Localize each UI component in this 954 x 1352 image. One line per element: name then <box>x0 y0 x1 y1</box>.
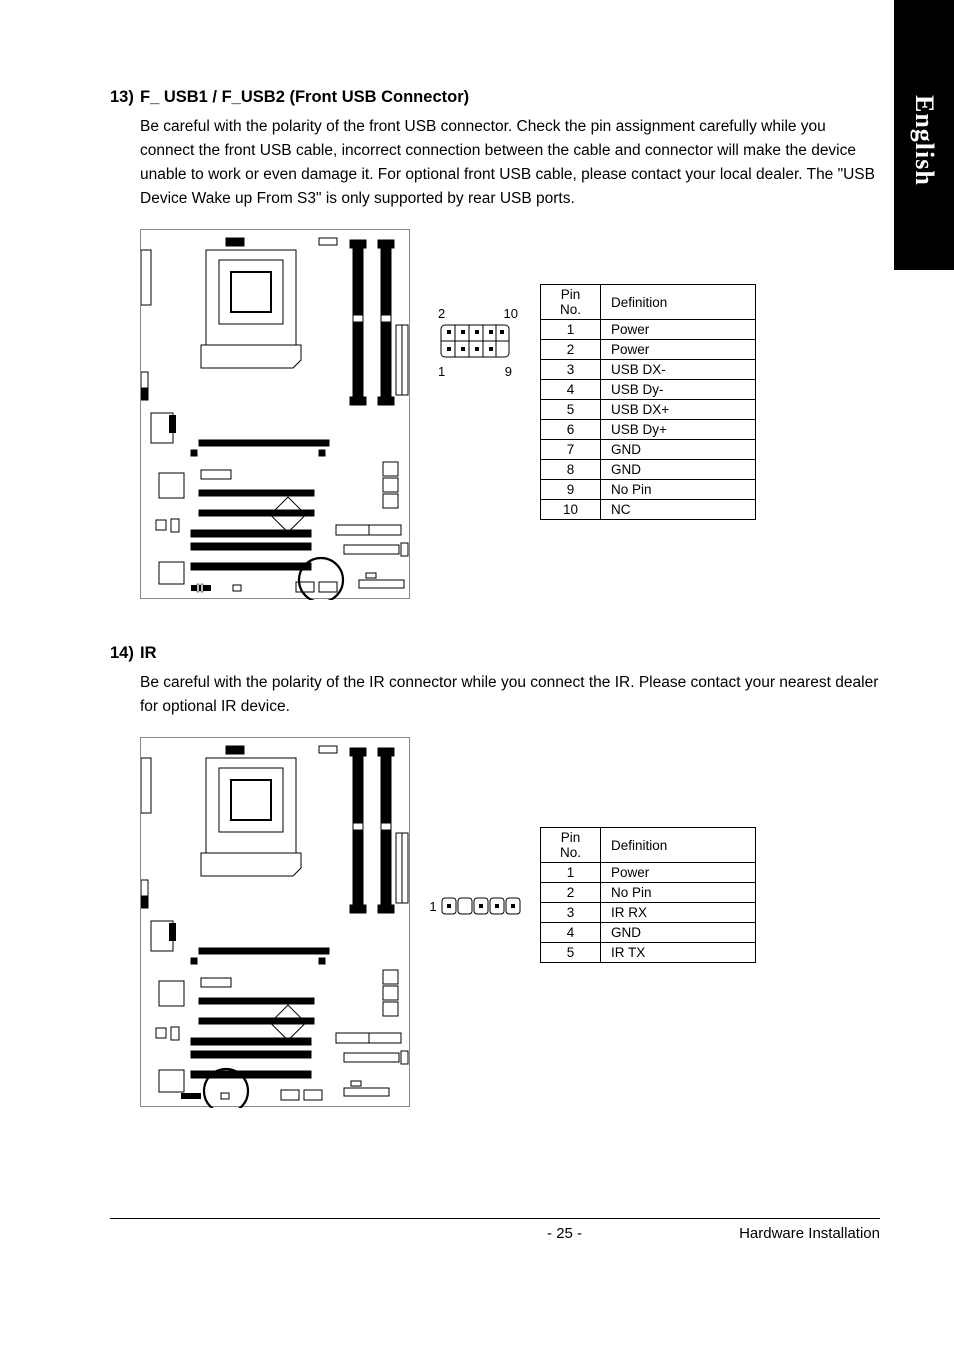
page-number: - 25 - <box>547 1225 582 1242</box>
usb-pin-table: Pin No. Definition 1Power2Power3USB DX-4… <box>540 284 756 520</box>
ir-pin-label-1: 1 <box>429 899 436 914</box>
table-cell: 7 <box>541 440 601 460</box>
table-row: 6USB Dy+ <box>541 420 756 440</box>
table-cell: IR RX <box>601 903 756 923</box>
table-row: 3IR RX <box>541 903 756 923</box>
table-cell: NC <box>601 500 756 520</box>
table-cell: 2 <box>541 883 601 903</box>
section-14-number: 14) <box>110 644 140 663</box>
usb-pin-label-2: 2 <box>438 306 445 321</box>
table-cell: 6 <box>541 420 601 440</box>
section-14-figure-row: 1 Pin No. Definition 1Power2No Pin3IR RX… <box>140 737 880 1107</box>
section-14-body: Be careful with the polarity of the IR c… <box>140 671 880 719</box>
table-row: 7GND <box>541 440 756 460</box>
section-13-heading: 13) F_ USB1 / F_USB2 (Front USB Connecto… <box>110 88 880 107</box>
table-cell: GND <box>601 460 756 480</box>
table-row: 1Power <box>541 863 756 883</box>
table-row: 9No Pin <box>541 480 756 500</box>
table-cell: No Pin <box>601 480 756 500</box>
table-cell: No Pin <box>601 883 756 903</box>
page-footer: - 25 - Hardware Installation <box>110 1218 880 1242</box>
table-cell: Power <box>601 863 756 883</box>
table-row: 1Power <box>541 320 756 340</box>
table-cell: 5 <box>541 943 601 963</box>
side-language-label: English <box>909 95 939 186</box>
table-cell: 5 <box>541 400 601 420</box>
table-row: 8GND <box>541 460 756 480</box>
table-row: 5USB DX+ <box>541 400 756 420</box>
motherboard-diagram-13 <box>140 229 410 599</box>
table-row: 10NC <box>541 500 756 520</box>
th-def: Definition <box>601 828 756 863</box>
table-header-row: Pin No. Definition <box>541 285 756 320</box>
table-cell: USB DX- <box>601 360 756 380</box>
table-cell: 1 <box>541 863 601 883</box>
usb-connector-diagram: 2 10 1 9 <box>410 229 540 361</box>
table-cell: 10 <box>541 500 601 520</box>
table-cell: 8 <box>541 460 601 480</box>
section-13-number: 13) <box>110 88 140 107</box>
section-13-body: Be careful with the polarity of the fron… <box>140 115 880 211</box>
ir-pin-table: Pin No. Definition 1Power2No Pin3IR RX4G… <box>540 827 756 963</box>
table-cell: USB Dy- <box>601 380 756 400</box>
table-cell: GND <box>601 923 756 943</box>
ir-connector-diagram: 1 <box>410 737 540 915</box>
page-content: 13) F_ USB1 / F_USB2 (Front USB Connecto… <box>110 88 880 1107</box>
table-cell: USB Dy+ <box>601 420 756 440</box>
table-row: 4USB Dy- <box>541 380 756 400</box>
table-row: 2Power <box>541 340 756 360</box>
th-pin: Pin No. <box>541 285 601 320</box>
section-14-title: IR <box>140 644 157 663</box>
usb-pin-label-1: 1 <box>438 364 445 379</box>
table-cell: GND <box>601 440 756 460</box>
table-cell: Power <box>601 340 756 360</box>
table-cell: 4 <box>541 923 601 943</box>
table-row: 2No Pin <box>541 883 756 903</box>
section-14-heading: 14) IR <box>110 644 880 663</box>
footer-section-title: Hardware Installation <box>739 1225 880 1242</box>
table-cell: 1 <box>541 320 601 340</box>
table-row: 4GND <box>541 923 756 943</box>
usb-pin-label-10: 10 <box>504 306 518 321</box>
table-cell: 4 <box>541 380 601 400</box>
table-cell: 9 <box>541 480 601 500</box>
table-cell: 2 <box>541 340 601 360</box>
usb-pin-label-9: 9 <box>505 364 512 379</box>
table-cell: Power <box>601 320 756 340</box>
th-def: Definition <box>601 285 756 320</box>
th-pin: Pin No. <box>541 828 601 863</box>
motherboard-diagram-14 <box>140 737 410 1107</box>
section-13-title: F_ USB1 / F_USB2 (Front USB Connector) <box>140 88 469 107</box>
table-cell: 3 <box>541 903 601 923</box>
table-cell: USB DX+ <box>601 400 756 420</box>
table-row: 5IR TX <box>541 943 756 963</box>
table-header-row: Pin No. Definition <box>541 828 756 863</box>
table-cell: 3 <box>541 360 601 380</box>
side-language-tab: English <box>894 0 954 270</box>
table-cell: IR TX <box>601 943 756 963</box>
table-row: 3USB DX- <box>541 360 756 380</box>
section-13-figure-row: 2 10 1 9 Pin No. Definition <box>140 229 880 599</box>
